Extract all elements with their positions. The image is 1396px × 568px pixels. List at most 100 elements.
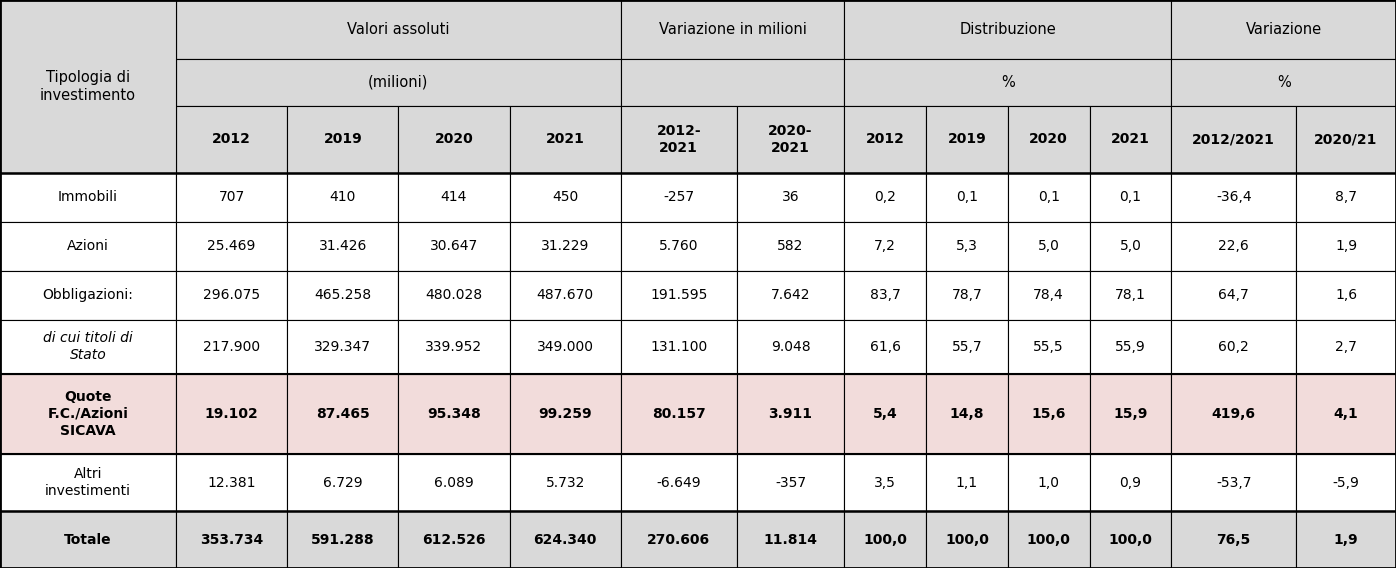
Bar <box>288 106 398 173</box>
Text: 76,5: 76,5 <box>1216 533 1251 546</box>
Bar <box>621 320 737 374</box>
Text: 55,5: 55,5 <box>1033 340 1064 354</box>
Bar <box>621 173 737 222</box>
Text: 480.028: 480.028 <box>426 289 483 302</box>
Text: 15,6: 15,6 <box>1032 407 1067 421</box>
Text: 100,0: 100,0 <box>945 533 988 546</box>
Bar <box>621 374 737 454</box>
Bar <box>510 374 621 454</box>
Text: 296.075: 296.075 <box>202 289 260 302</box>
Bar <box>926 454 1008 511</box>
Text: 5,0: 5,0 <box>1120 239 1142 253</box>
Text: %: % <box>1277 75 1290 90</box>
Text: 14,8: 14,8 <box>949 407 984 421</box>
Bar <box>288 222 398 271</box>
Bar <box>845 0 1171 59</box>
Bar <box>398 222 510 271</box>
Bar <box>1171 454 1295 511</box>
Bar <box>1089 222 1171 271</box>
Text: 6.089: 6.089 <box>434 475 473 490</box>
Text: 2019: 2019 <box>948 132 987 147</box>
Text: 339.952: 339.952 <box>426 340 483 354</box>
Bar <box>1008 454 1089 511</box>
Bar <box>737 320 845 374</box>
Bar <box>510 320 621 374</box>
Text: 9.048: 9.048 <box>771 340 810 354</box>
Text: 2021: 2021 <box>1111 132 1150 147</box>
Text: 78,1: 78,1 <box>1115 289 1146 302</box>
Text: 270.606: 270.606 <box>648 533 711 546</box>
Text: 78,4: 78,4 <box>1033 289 1064 302</box>
Text: 2020-
2021: 2020- 2021 <box>768 124 812 155</box>
Bar <box>176 106 288 173</box>
Text: Quote
F.C./Azioni
SICAVA: Quote F.C./Azioni SICAVA <box>47 390 128 438</box>
Text: 25.469: 25.469 <box>208 239 255 253</box>
Bar <box>1171 173 1295 222</box>
Text: 11.814: 11.814 <box>764 533 818 546</box>
Text: 2012-
2021: 2012- 2021 <box>656 124 701 155</box>
Text: 2020: 2020 <box>1029 132 1068 147</box>
Bar <box>398 374 510 454</box>
Bar <box>1008 173 1089 222</box>
Bar <box>0 320 176 374</box>
Bar <box>926 374 1008 454</box>
Bar <box>1008 106 1089 173</box>
Bar <box>621 222 737 271</box>
Bar <box>737 173 845 222</box>
Bar <box>288 511 398 568</box>
Text: 7,2: 7,2 <box>874 239 896 253</box>
Text: 0,1: 0,1 <box>1120 190 1142 204</box>
Bar <box>1008 320 1089 374</box>
Text: 1,9: 1,9 <box>1335 239 1357 253</box>
Bar <box>926 173 1008 222</box>
Bar <box>737 374 845 454</box>
Bar <box>845 320 926 374</box>
Bar <box>1089 320 1171 374</box>
Text: 100,0: 100,0 <box>1108 533 1152 546</box>
Bar <box>1171 0 1396 59</box>
Text: -6.649: -6.649 <box>656 475 701 490</box>
Text: 8,7: 8,7 <box>1335 190 1357 204</box>
Text: -357: -357 <box>775 475 805 490</box>
Bar <box>737 106 845 173</box>
Text: Valori assoluti: Valori assoluti <box>348 22 450 37</box>
Bar <box>621 271 737 320</box>
Bar <box>926 271 1008 320</box>
Bar <box>0 222 176 271</box>
Text: 582: 582 <box>778 239 804 253</box>
Text: Tipologia di
investimento: Tipologia di investimento <box>40 69 135 103</box>
Bar <box>510 511 621 568</box>
Bar <box>0 374 176 454</box>
Text: 6.729: 6.729 <box>322 475 363 490</box>
Bar <box>1171 511 1295 568</box>
Bar <box>1295 511 1396 568</box>
Bar <box>1295 173 1396 222</box>
Bar <box>288 320 398 374</box>
Bar <box>621 0 845 59</box>
Bar <box>1295 320 1396 374</box>
Bar <box>288 271 398 320</box>
Text: 19.102: 19.102 <box>205 407 258 421</box>
Text: 2012: 2012 <box>212 132 251 147</box>
Text: 624.340: 624.340 <box>533 533 597 546</box>
Bar <box>176 511 288 568</box>
Bar <box>1171 320 1295 374</box>
Bar <box>510 106 621 173</box>
Bar <box>621 511 737 568</box>
Bar <box>845 59 1171 106</box>
Bar <box>1008 222 1089 271</box>
Text: 1,0: 1,0 <box>1037 475 1060 490</box>
Bar <box>845 454 926 511</box>
Text: 83,7: 83,7 <box>870 289 900 302</box>
Text: 55,9: 55,9 <box>1115 340 1146 354</box>
Bar <box>1089 374 1171 454</box>
Text: 3.911: 3.911 <box>769 407 812 421</box>
Bar <box>845 222 926 271</box>
Bar <box>845 106 926 173</box>
Bar <box>0 0 176 173</box>
Bar <box>288 374 398 454</box>
Bar <box>845 374 926 454</box>
Text: -36,4: -36,4 <box>1216 190 1251 204</box>
Bar <box>1089 173 1171 222</box>
Bar <box>845 173 926 222</box>
